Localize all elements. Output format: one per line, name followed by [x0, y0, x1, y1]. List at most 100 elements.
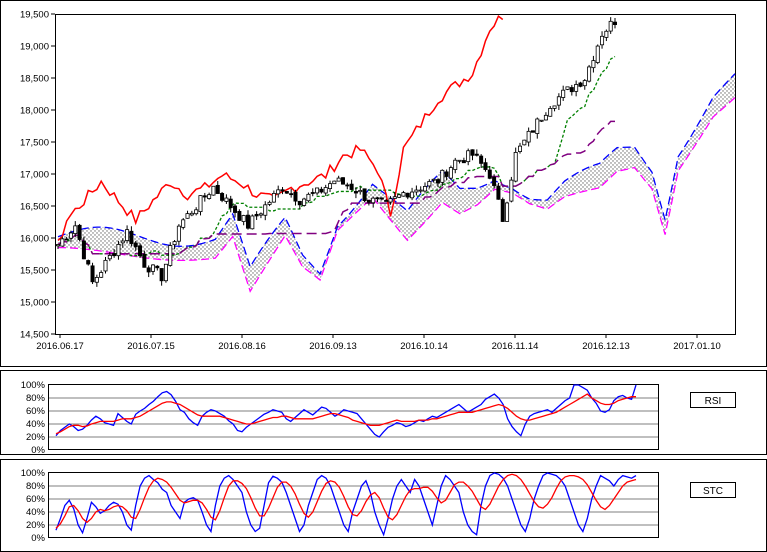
y-tick-label: 60% — [26, 406, 46, 417]
candle-body — [496, 185, 501, 200]
candle-body — [461, 160, 466, 164]
candle-body — [353, 191, 358, 194]
y-tick-label: 15,500 — [20, 266, 49, 277]
candle-body — [362, 188, 367, 202]
candle-body — [271, 193, 276, 203]
candle-body — [116, 244, 121, 257]
candle-body — [237, 210, 242, 221]
y-tick-label: 100% — [21, 468, 46, 479]
candle-body — [578, 82, 583, 87]
candle-body — [453, 159, 458, 170]
candle-body — [505, 202, 510, 222]
candle-body — [224, 197, 229, 202]
candle-body — [56, 244, 61, 247]
candle-body — [73, 225, 78, 234]
candle-body — [284, 191, 289, 194]
candle-body — [388, 198, 393, 203]
candle-body — [470, 149, 475, 156]
series-line-red — [55, 393, 636, 435]
candle-body — [155, 265, 160, 269]
candle-body — [392, 196, 397, 199]
series-line-blue — [55, 472, 637, 537]
candle-body — [397, 194, 402, 198]
candle-body — [112, 253, 117, 257]
rsi-legend-box — [690, 392, 736, 408]
y-tick-label: 18,500 — [20, 74, 49, 85]
candle-body — [194, 209, 199, 215]
candle-body — [565, 86, 570, 90]
candle-body — [211, 185, 216, 196]
candle-body — [86, 260, 91, 265]
candle-body — [509, 179, 514, 202]
candle-body — [64, 238, 69, 241]
candle-body — [414, 189, 419, 193]
y-tick-label: 80% — [26, 393, 46, 404]
main-y-axis: 19,500 19,000 18,500 18,000 17,500 17,000 16,5… — [20, 10, 55, 341]
candle-body — [513, 152, 518, 182]
main-x-axis: 2016.06.17 2016.07.15 2016.08.16 2016.09.13… — [36, 334, 721, 352]
y-tick-label: 15,000 — [20, 298, 49, 309]
candle-body — [401, 192, 406, 197]
y-tick-label: 0% — [31, 445, 45, 456]
candle-body — [215, 184, 220, 194]
y-tick-label: 17,500 — [20, 138, 49, 149]
candle-body — [142, 253, 147, 268]
candle-body — [254, 213, 259, 217]
candle-body — [172, 241, 177, 246]
candle-body — [474, 153, 479, 156]
x-tick-label: 2017.01.10 — [673, 341, 721, 352]
y-tick-label: 40% — [26, 507, 46, 518]
candle-body — [336, 177, 341, 182]
candle-body — [289, 193, 294, 196]
candle-body — [479, 155, 484, 164]
y-tick-label: 60% — [26, 494, 46, 505]
candle-body — [306, 193, 311, 202]
candle-body — [613, 21, 618, 25]
candle-body — [366, 199, 371, 203]
candle-body — [323, 187, 328, 194]
candle-body — [293, 191, 298, 202]
rsi-legend-label: RSI — [705, 396, 722, 407]
x-tick-label: 2016.11.14 — [492, 341, 539, 352]
candle-body — [431, 178, 436, 181]
candle-body — [228, 198, 233, 209]
stc-plot-area — [48, 472, 659, 538]
candle-body — [103, 259, 108, 272]
candle-body — [349, 183, 354, 190]
x-tick-label: 2016.08.16 — [218, 341, 266, 352]
candle-body — [466, 150, 471, 163]
candle-body — [310, 192, 315, 194]
candle-body — [77, 224, 82, 240]
candle-body — [582, 80, 587, 87]
candle-body — [129, 230, 134, 244]
candle-body — [526, 130, 531, 143]
y-tick-label: 100% — [21, 380, 46, 391]
candle-body — [561, 89, 566, 98]
main-series — [56, 15, 736, 293]
candle-body — [233, 205, 238, 213]
y-tick-label: 19,500 — [20, 10, 49, 21]
candle-body — [371, 197, 376, 204]
candle-body — [94, 277, 99, 283]
candle-body — [548, 108, 553, 117]
candle-body — [81, 240, 86, 260]
candle-body — [319, 188, 324, 193]
candle-body — [302, 198, 307, 206]
y-tick-label: 80% — [26, 481, 46, 492]
candle-body — [345, 184, 350, 187]
series-line-blue — [55, 384, 637, 438]
candle-body — [375, 197, 380, 200]
candle-body — [587, 66, 592, 82]
candle-body — [125, 229, 130, 241]
candle-body — [280, 189, 285, 192]
candle-body — [250, 215, 255, 230]
candle-body — [410, 191, 415, 199]
candle-body — [444, 171, 449, 177]
y-tick-label: 14,500 — [20, 330, 49, 341]
candle-body — [60, 238, 65, 247]
candle-body — [68, 232, 73, 239]
x-tick-label: 2016.07.15 — [127, 341, 175, 352]
candle-body — [435, 179, 440, 184]
main-plot-area — [55, 14, 736, 335]
candle-body — [423, 186, 428, 192]
